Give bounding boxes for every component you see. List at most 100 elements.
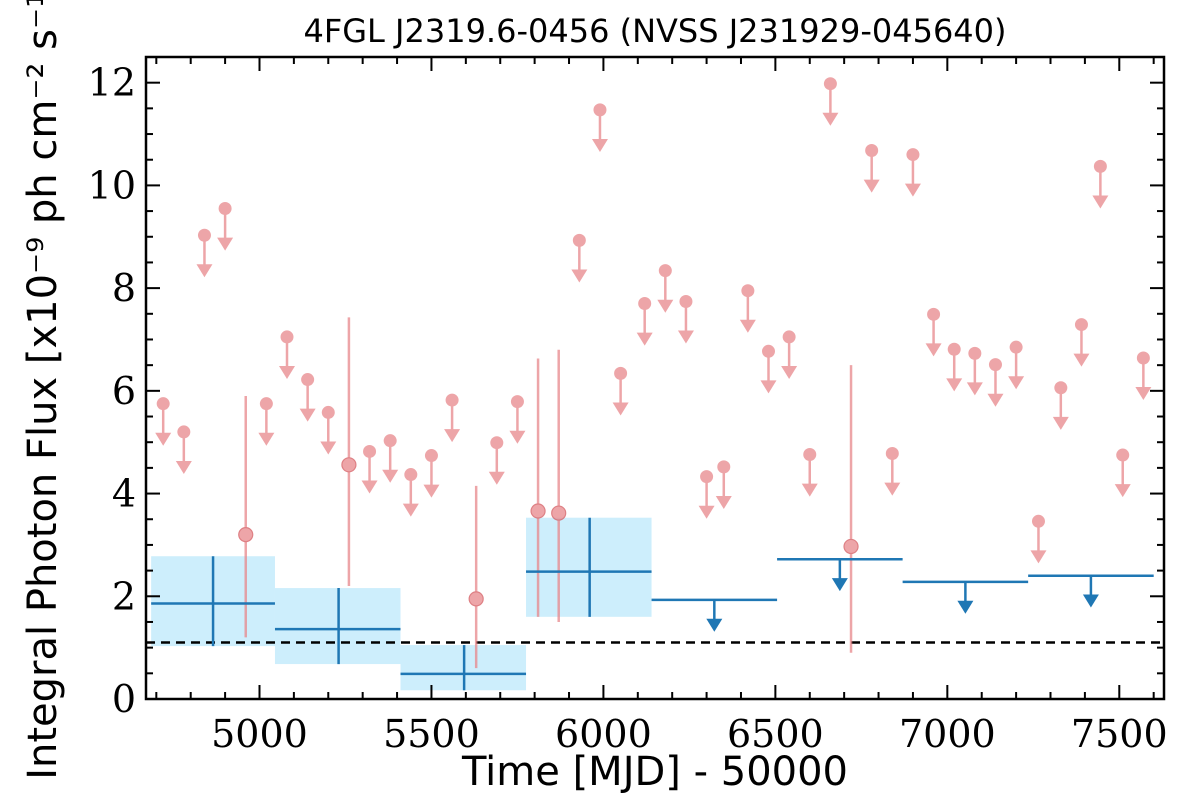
upper-limit-marker <box>321 405 335 419</box>
y-tick-label: 12 <box>88 61 136 105</box>
short-bin-upper-limit-34 <box>987 358 1004 407</box>
upper-limit-arrowhead <box>591 138 608 152</box>
x-tick-label: 7500 <box>1071 712 1168 756</box>
upper-limit-arrowhead <box>636 332 653 346</box>
short-bin-detection-1 <box>341 317 357 587</box>
upper-limit-arrowhead <box>320 441 337 455</box>
long-bin-detection-3 <box>526 517 652 617</box>
short-bin-upper-limit-37 <box>1052 381 1069 430</box>
upper-limit-marker <box>717 460 731 474</box>
short-bin-upper-limit-20 <box>677 294 694 344</box>
upper-limit-arrowhead <box>402 503 419 517</box>
x-axis-label: Time [MJD] - 50000 <box>461 749 848 795</box>
detection-marker <box>238 527 254 543</box>
detection-marker <box>843 538 859 555</box>
upper-limit-arrowhead <box>1092 195 1109 209</box>
short-bin-upper-limit-1 <box>175 425 192 475</box>
upper-limit-marker <box>301 373 315 387</box>
y-tick-label: 0 <box>112 677 136 721</box>
upper-limit-arrowhead <box>987 393 1004 407</box>
y-tick-label: 8 <box>112 266 136 310</box>
upper-limit-arrowhead <box>781 366 798 379</box>
upper-limit-marker <box>741 284 755 298</box>
upper-limit-arrowhead <box>571 269 588 283</box>
upper-limit-marker <box>259 397 273 411</box>
upper-limit-arrowhead <box>831 578 848 592</box>
upper-limit-marker <box>700 470 714 484</box>
upper-limit-marker <box>679 294 693 308</box>
long-bin-upper-limit-3 <box>1028 574 1154 608</box>
upper-limit-arrowhead <box>925 343 942 357</box>
short-bin-upper-limit-17 <box>612 366 629 416</box>
upper-limit-arrowhead <box>657 299 674 313</box>
upper-limit-arrowhead <box>1052 416 1069 430</box>
long-bin-upper-limit-1 <box>777 558 903 592</box>
upper-limit-marker <box>906 148 920 162</box>
short-bin-upper-limit-8 <box>361 444 378 494</box>
upper-limit-marker <box>383 434 397 448</box>
short-bin-upper-limit-21 <box>698 470 715 519</box>
upper-limit-marker <box>1093 159 1107 173</box>
upper-limit-marker <box>614 366 628 380</box>
short-bin-upper-limit-36 <box>1030 514 1047 564</box>
y-tick-label: 4 <box>112 472 136 516</box>
upper-limit-marker <box>593 103 607 117</box>
upper-limit-marker <box>218 202 232 216</box>
short-bin-upper-limit-9 <box>382 434 399 483</box>
upper-limit-marker <box>947 342 961 356</box>
short-bin-upper-limit-26 <box>801 448 818 497</box>
x-tick-label: 6500 <box>727 712 824 756</box>
upper-limit-marker <box>761 344 775 358</box>
short-bin-upper-limit-18 <box>636 297 653 346</box>
upper-limit-arrowhead <box>361 480 378 494</box>
short-bin-upper-limit-40 <box>1114 448 1131 498</box>
upper-limit-arrowhead <box>698 505 715 519</box>
upper-limit-marker <box>404 468 418 482</box>
long-bin-detection-1 <box>274 588 401 665</box>
x-tick-label: 5000 <box>211 712 308 756</box>
upper-limit-marker <box>1116 448 1130 462</box>
short-bin-upper-limit-29 <box>884 446 901 496</box>
short-bin-upper-limit-27 <box>822 77 839 126</box>
short-bin-detection-2 <box>468 485 484 669</box>
upper-limit-arrowhead <box>1008 376 1025 390</box>
upper-limit-arrowhead <box>677 330 694 344</box>
upper-limit-marker <box>1136 351 1150 365</box>
short-bin-upper-limit-38 <box>1073 318 1090 367</box>
upper-limit-arrowhead <box>423 484 440 498</box>
short-bin-upper-limit-32 <box>946 342 963 392</box>
upper-limit-arrowhead <box>612 402 629 416</box>
short-bin-upper-limit-14 <box>509 395 526 444</box>
upper-limit-arrowhead <box>1082 594 1099 608</box>
short-bin-upper-limit-30 <box>904 148 921 197</box>
short-bin-upper-limit-4 <box>258 397 275 446</box>
short-bin-upper-limit-39 <box>1092 159 1109 209</box>
upper-limit-marker <box>988 358 1002 372</box>
upper-limit-marker <box>1009 340 1023 354</box>
short-bin-upper-limit-41 <box>1135 351 1152 401</box>
long-bin-upper-limit-0 <box>651 598 778 632</box>
upper-limit-marker <box>363 444 377 458</box>
upper-limit-arrowhead <box>946 378 963 392</box>
short-bin-upper-limit-28 <box>863 143 880 193</box>
short-bin-detection-0 <box>238 395 254 638</box>
short-bin-detection-3 <box>530 358 546 617</box>
upper-limit-marker <box>885 446 899 460</box>
short-bin-upper-limit-22 <box>715 460 732 509</box>
upper-limit-arrowhead <box>966 382 983 396</box>
y-tick-label: 6 <box>112 369 136 413</box>
axis-ticks: 5000 5500 6000 6500 7000 7500 0 2 4 6 8 10 12 <box>88 56 1168 756</box>
y-tick-label: 2 <box>112 574 136 618</box>
upper-limit-arrowhead <box>299 408 316 422</box>
upper-limit-arrowhead <box>884 482 901 496</box>
upper-limit-arrowhead <box>760 380 777 394</box>
upper-limit-arrowhead <box>822 112 839 126</box>
short-bin-upper-limit-10 <box>402 468 419 517</box>
y-axis-label: Integral Photon Flux [x10⁻⁹ ph cm⁻² s⁻¹] <box>20 0 66 780</box>
upper-limit-arrowhead <box>1073 353 1090 367</box>
upper-limit-arrowhead <box>801 483 818 497</box>
upper-limit-marker <box>177 425 191 439</box>
short-bin-upper-limit-31 <box>925 307 942 357</box>
plot-frame <box>144 55 1166 701</box>
